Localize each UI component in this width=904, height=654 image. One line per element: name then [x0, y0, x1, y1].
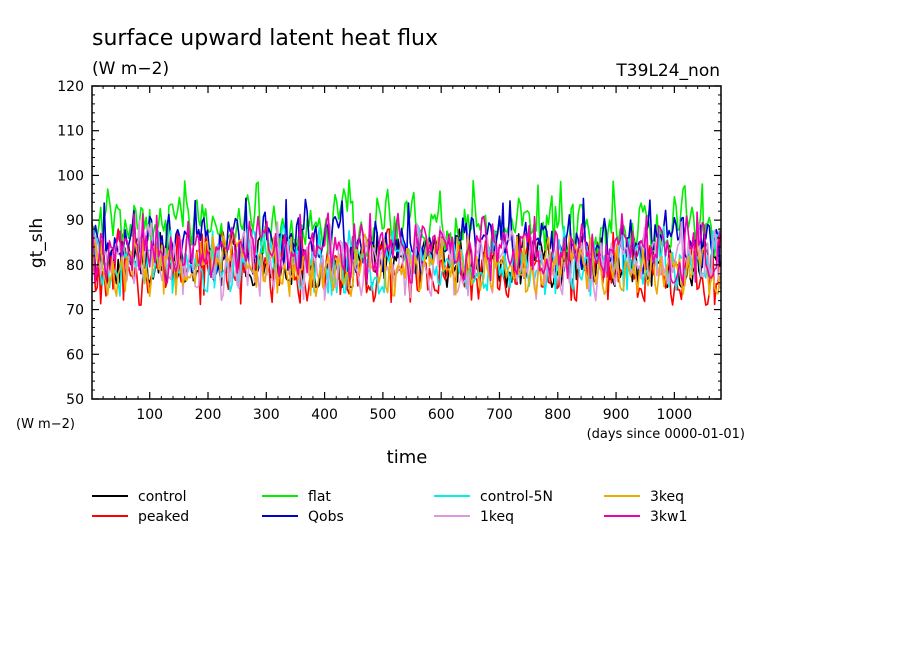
series-line-3kw1: [91, 211, 721, 284]
series-layer: [91, 179, 721, 306]
legend-label-Qobs: Qobs: [308, 509, 344, 525]
series-line-3keq: [91, 232, 721, 298]
y-tick-label: 80: [66, 258, 84, 274]
chart-title: surface upward latent heat flux: [92, 26, 438, 51]
y-tick-label: 110: [57, 124, 84, 140]
x-tick-label: 1000: [657, 407, 693, 423]
legend-label-flat: flat: [308, 489, 331, 505]
series-line-Qobs: [92, 197, 721, 275]
legend-label-3keq: 3keq: [650, 489, 684, 505]
y-tick-label: 90: [66, 213, 84, 229]
y-tick-label: 120: [57, 79, 84, 95]
x-tick-label: 400: [311, 407, 338, 423]
y-tick-label: 50: [66, 392, 84, 408]
x-axis-label: time: [387, 447, 428, 468]
x-tick-label: 900: [603, 407, 630, 423]
y-tick-label: 60: [66, 347, 84, 363]
x-tick-label: 200: [195, 407, 222, 423]
x-tick-label: 600: [428, 407, 455, 423]
series-line-flat: [91, 179, 721, 257]
legend-label-3kw1: 3kw1: [650, 509, 687, 525]
legend-label-1keq: 1keq: [480, 509, 514, 525]
chart-units: (W m−2): [92, 59, 169, 79]
run-label: T39L24_non: [615, 61, 720, 81]
legend-label-control-5N: control-5N: [480, 489, 553, 505]
x-tick-label: 800: [544, 407, 571, 423]
x-tick-label: 100: [136, 407, 163, 423]
axis-ticks: 50 60 70 80 90 100 110 120 100 200 300 400 500 600 700…: [57, 79, 721, 423]
legend: control peaked flat Qobs control-5N 1keq 3keq 3…: [92, 489, 687, 525]
series-line-1keq: [91, 219, 721, 302]
legend-label-control: control: [138, 489, 187, 505]
x-tick-label: 300: [253, 407, 280, 423]
x-tick-label: 500: [370, 407, 397, 423]
x-axis-units: (days since 0000-01-01): [587, 427, 745, 442]
x-tick-label: 700: [486, 407, 513, 423]
legend-label-peaked: peaked: [138, 509, 189, 525]
y-tick-label: 70: [66, 303, 84, 319]
y-units-corner: (W m−2): [16, 417, 75, 432]
y-tick-label: 100: [57, 168, 84, 184]
y-axis-label: gt_slh: [27, 218, 47, 268]
